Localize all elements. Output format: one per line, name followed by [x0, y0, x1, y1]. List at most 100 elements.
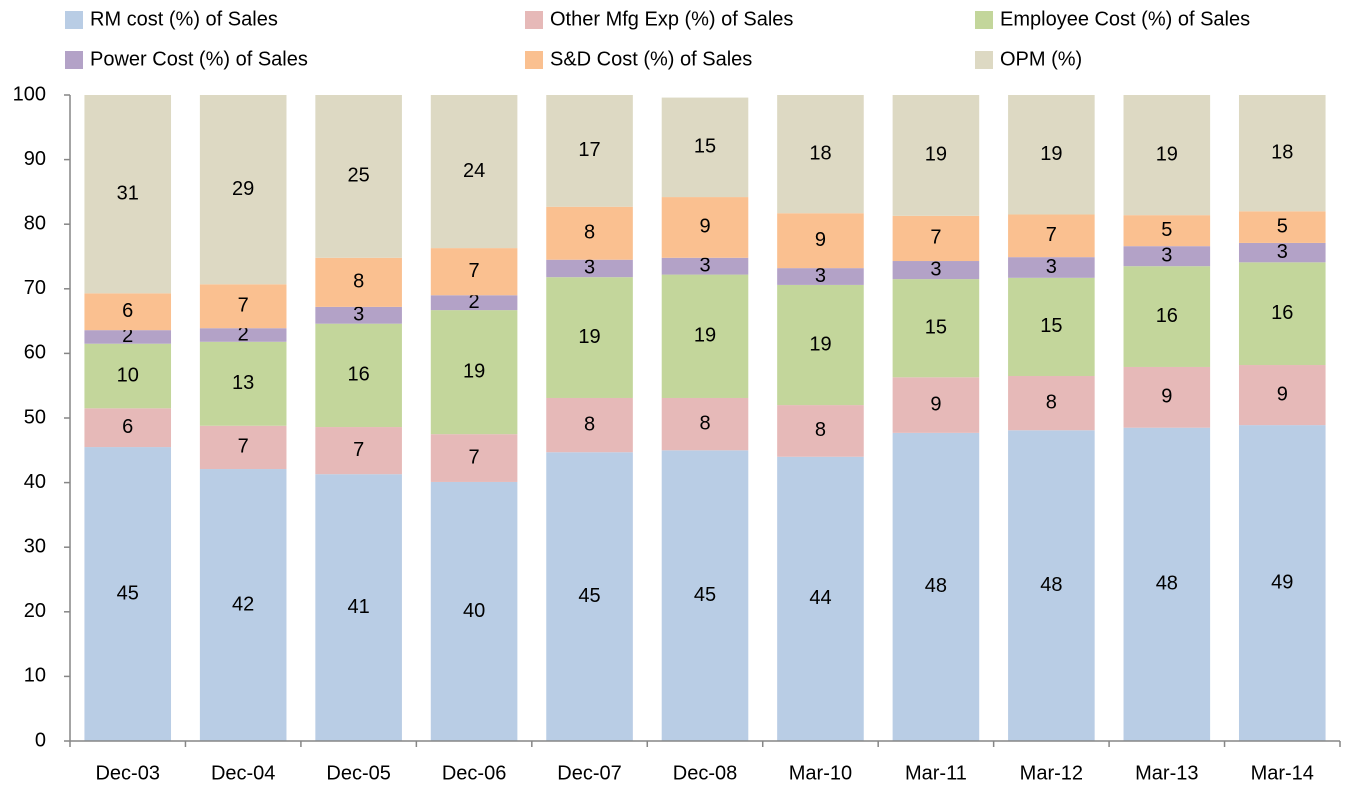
data-label: 7	[1046, 224, 1057, 246]
data-label: 19	[1156, 143, 1178, 165]
bar-segment	[199, 284, 287, 329]
legend-label: S&D Cost (%) of Sales	[550, 48, 752, 70]
bar-segment	[84, 330, 172, 344]
data-label: 45	[694, 584, 716, 606]
bar-segment	[1238, 211, 1326, 243]
data-label: 24	[463, 160, 485, 182]
data-label: 19	[578, 326, 600, 348]
bar-segment	[199, 425, 287, 470]
bar-segment	[199, 341, 287, 426]
legend-swatch	[65, 11, 83, 29]
bar-segment	[546, 277, 633, 398]
y-tick-label: 10	[24, 665, 46, 687]
data-label: 19	[463, 360, 485, 382]
data-label: 49	[1271, 571, 1293, 593]
data-label: 9	[1161, 386, 1172, 408]
legend-label: Power Cost (%) of Sales	[90, 48, 308, 70]
bar-segment	[1238, 425, 1326, 741]
bar-segment	[430, 295, 518, 311]
data-label: 3	[584, 257, 595, 279]
bar-segment	[777, 213, 864, 269]
x-tick-label: Dec-04	[211, 762, 275, 784]
x-tick-label: Dec-08	[673, 762, 737, 784]
data-label: 48	[1156, 573, 1178, 595]
data-label: 7	[238, 436, 249, 458]
data-label: 3	[1046, 256, 1057, 278]
data-label: 45	[117, 582, 139, 604]
x-tick-label: Mar-12	[1020, 762, 1083, 784]
legend-label: RM cost (%) of Sales	[90, 8, 278, 30]
bar-segment	[661, 257, 749, 275]
bar-segment	[199, 95, 287, 285]
bar-segment	[1238, 242, 1326, 263]
data-label: 6	[122, 300, 133, 322]
x-tick-label: Dec-03	[95, 762, 159, 784]
bar-segment	[430, 434, 518, 482]
x-tick-label: Mar-10	[789, 762, 852, 784]
data-label: 18	[1271, 141, 1293, 163]
legend-swatch	[975, 51, 993, 69]
legend-swatch	[525, 11, 543, 29]
y-tick-label: 30	[24, 535, 46, 557]
data-label: 19	[809, 333, 831, 355]
data-label: 8	[1046, 391, 1057, 413]
data-label: 9	[1277, 383, 1288, 405]
data-label: 25	[348, 165, 370, 187]
data-label: 16	[1271, 302, 1293, 324]
data-label: 15	[1040, 315, 1062, 337]
data-label: 3	[815, 265, 826, 287]
data-label: 8	[699, 412, 710, 434]
legend-swatch	[975, 11, 993, 29]
bar-segment	[84, 343, 172, 409]
data-label: 17	[578, 139, 600, 161]
bar-segment	[777, 268, 864, 285]
bar-segment	[661, 397, 749, 451]
bar-segment	[430, 248, 518, 296]
x-tick-label: Dec-06	[442, 762, 506, 784]
bar-segment	[777, 95, 864, 214]
bar-segment	[84, 408, 172, 448]
bar-segment	[315, 306, 402, 324]
legend-label: Employee Cost (%) of Sales	[1000, 8, 1250, 30]
bar-segment	[1008, 214, 1095, 258]
bar-segment	[1008, 430, 1095, 741]
legend-swatch	[525, 51, 543, 69]
data-label: 7	[930, 227, 941, 249]
bar-segment	[892, 432, 980, 741]
bar-segment	[661, 197, 749, 258]
bar-segment	[1008, 277, 1095, 377]
data-label: 48	[1040, 574, 1062, 596]
bar-segment	[777, 284, 864, 406]
bar-segment	[315, 257, 402, 307]
bar-segment	[1123, 266, 1211, 367]
data-label: 44	[809, 587, 831, 609]
bar-segment	[546, 397, 633, 453]
bar-segment	[661, 274, 749, 398]
legend-swatch	[65, 51, 83, 69]
data-label: 15	[925, 316, 947, 338]
bar-segment	[892, 279, 980, 378]
bar-segment	[84, 293, 172, 331]
bar-segment	[1238, 365, 1326, 426]
data-label: 9	[699, 216, 710, 238]
data-label: 7	[238, 295, 249, 317]
data-label: 18	[809, 142, 831, 164]
data-label: 40	[463, 600, 485, 622]
bar-segment	[1238, 95, 1326, 212]
data-label: 10	[117, 364, 139, 386]
data-label: 15	[694, 136, 716, 158]
bar-segment	[1008, 376, 1095, 431]
y-tick-label: 0	[35, 729, 46, 751]
data-label: 9	[930, 393, 941, 415]
x-tick-label: Mar-14	[1251, 762, 1314, 784]
bar-segment	[546, 259, 633, 278]
bar-segment	[1123, 95, 1211, 216]
data-label: 5	[1161, 219, 1172, 241]
bar-segment	[777, 456, 864, 741]
data-label: 7	[469, 446, 480, 468]
data-label: 2	[469, 291, 480, 313]
y-tick-label: 20	[24, 600, 46, 622]
y-tick-label: 50	[24, 406, 46, 428]
data-label: 5	[1277, 215, 1288, 237]
data-label: 19	[694, 325, 716, 347]
